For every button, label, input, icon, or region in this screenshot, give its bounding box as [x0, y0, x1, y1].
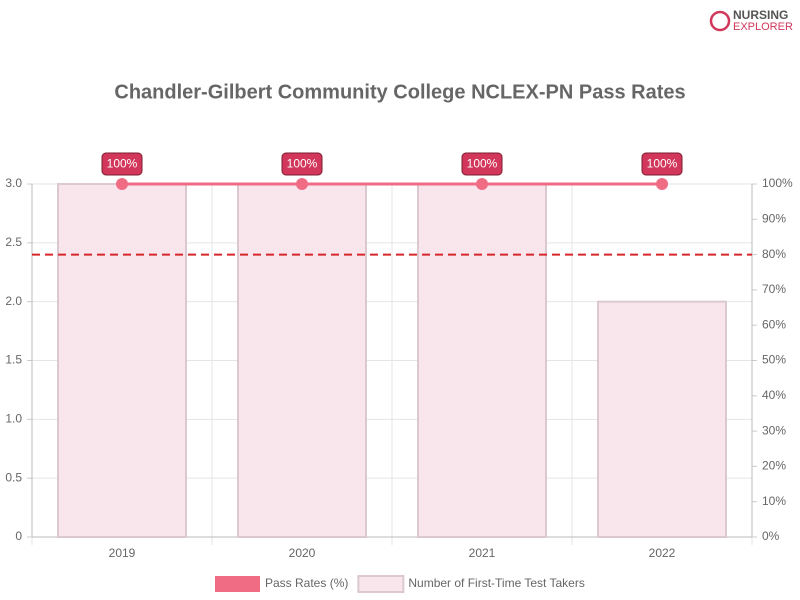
- value-label-box: [641, 152, 683, 176]
- logo-text: NURSING: [733, 8, 788, 22]
- y2-tick-label: 100%: [762, 176, 793, 190]
- bar: [597, 300, 727, 538]
- y2-tick-label: 20%: [762, 459, 786, 473]
- x-tick-label: 2020: [289, 546, 316, 560]
- y2-tick-label: 0%: [762, 529, 780, 543]
- y2-tick-label: 80%: [762, 247, 786, 261]
- point: [296, 178, 308, 190]
- value-label: 100%: [107, 157, 138, 171]
- y2-tick-label: 30%: [762, 423, 786, 437]
- value-label: 100%: [647, 157, 678, 171]
- legend-swatch: [357, 575, 405, 593]
- y2-tick-label: 60%: [762, 317, 786, 331]
- legend-label: Pass Rates (%): [265, 576, 348, 590]
- logo: NURSING EXPLORER: [709, 8, 793, 33]
- y2-tick-label: 70%: [762, 282, 786, 296]
- point: [476, 178, 488, 190]
- bar: [57, 183, 187, 538]
- y2-tick-label: 10%: [762, 494, 786, 508]
- y-tick-label: 2.5: [5, 235, 22, 249]
- legend-label: Number of First-Time Test Takers: [408, 576, 584, 590]
- bar: [417, 183, 547, 538]
- point: [116, 178, 128, 190]
- logo-icon: [709, 10, 731, 32]
- legend-swatch: [215, 576, 260, 592]
- x-tick-label: 2021: [469, 546, 496, 560]
- y-tick-label: 0: [15, 529, 22, 543]
- value-label: 100%: [467, 157, 498, 171]
- y-tick-label: 2.0: [5, 294, 22, 308]
- y-tick-label: 1.5: [5, 353, 22, 367]
- x-tick-label: 2022: [649, 546, 676, 560]
- value-label-box: [101, 152, 143, 176]
- y-tick-label: 3.0: [5, 176, 22, 190]
- y-tick-label: 0.5: [5, 470, 22, 484]
- y-tick-label: 1.0: [5, 412, 22, 426]
- value-label: 100%: [287, 157, 318, 171]
- y2-tick-label: 40%: [762, 388, 786, 402]
- logo-text: EXPLORER: [733, 21, 793, 33]
- bar: [237, 183, 367, 538]
- value-label-box: [461, 152, 503, 176]
- y2-tick-label: 90%: [762, 211, 786, 225]
- chart-title: Chandler-Gilbert Community College NCLEX…: [114, 81, 685, 103]
- x-tick-label: 2019: [109, 546, 136, 560]
- value-label-box: [281, 152, 323, 176]
- y2-tick-label: 50%: [762, 353, 786, 367]
- point: [656, 178, 668, 190]
